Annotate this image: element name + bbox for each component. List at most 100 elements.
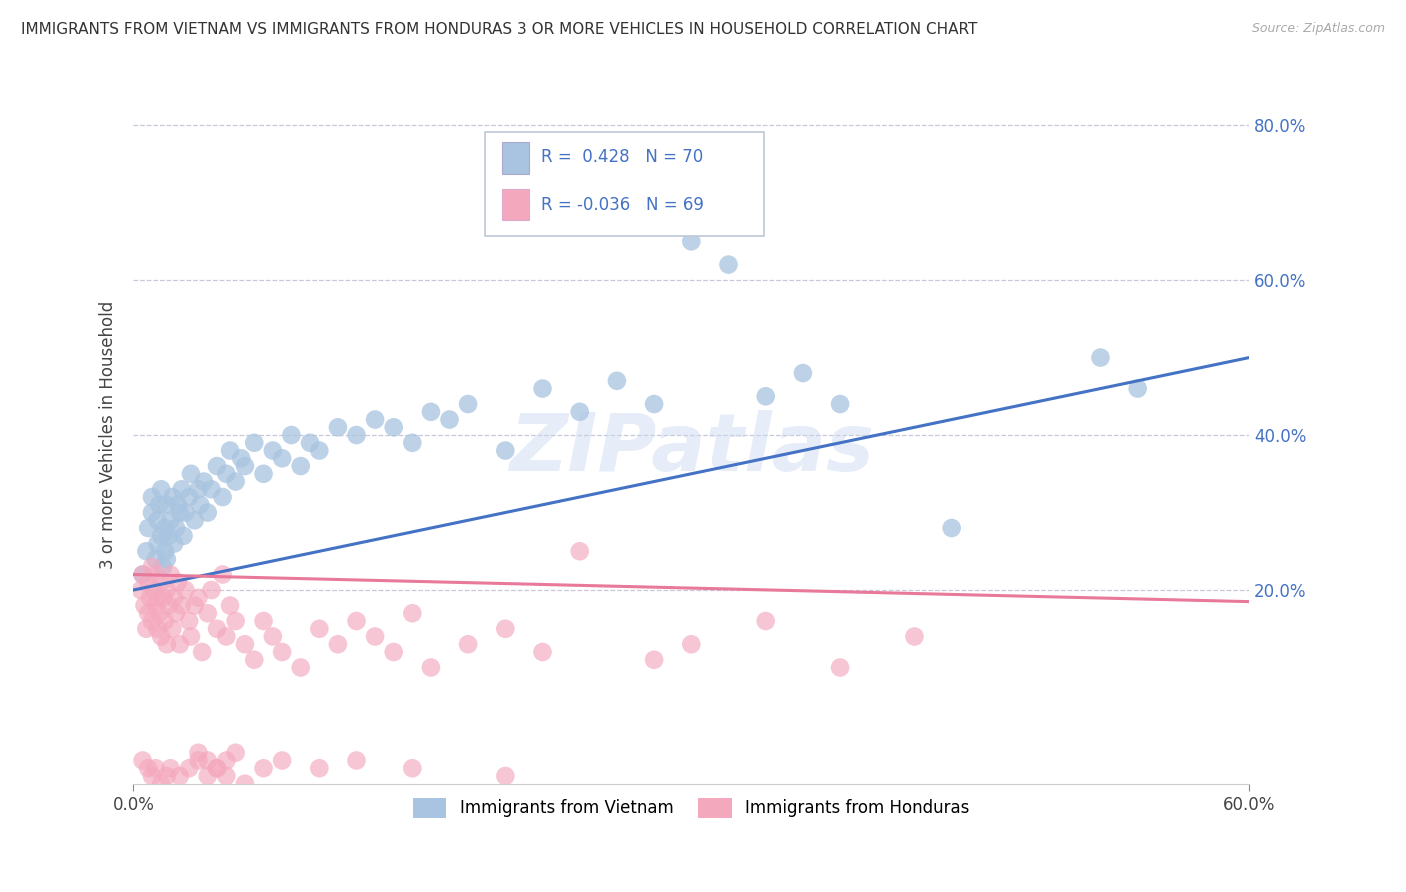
- Point: [219, 599, 242, 613]
- Point: [262, 630, 284, 644]
- Point: [211, 490, 233, 504]
- Point: [146, 591, 169, 605]
- Point: [243, 653, 266, 667]
- Point: [457, 637, 479, 651]
- Point: [146, 622, 169, 636]
- Point: [494, 622, 516, 636]
- Point: [156, 552, 179, 566]
- Point: [326, 420, 349, 434]
- Point: [141, 559, 163, 574]
- Point: [187, 591, 209, 605]
- Point: [180, 630, 202, 644]
- Point: [197, 607, 219, 621]
- Point: [197, 769, 219, 783]
- Point: [152, 591, 174, 605]
- Point: [439, 412, 461, 426]
- Point: [163, 591, 186, 605]
- Point: [215, 630, 238, 644]
- Text: Source: ZipAtlas.com: Source: ZipAtlas.com: [1251, 22, 1385, 36]
- Text: R = -0.036   N = 69: R = -0.036 N = 69: [541, 196, 703, 214]
- Point: [290, 458, 312, 473]
- Point: [156, 637, 179, 651]
- Point: [643, 653, 665, 667]
- Point: [382, 645, 405, 659]
- Point: [419, 660, 441, 674]
- Point: [162, 490, 184, 504]
- Point: [346, 428, 368, 442]
- Point: [131, 567, 153, 582]
- Text: IMMIGRANTS FROM VIETNAM VS IMMIGRANTS FROM HONDURAS 3 OR MORE VEHICLES IN HOUSEH: IMMIGRANTS FROM VIETNAM VS IMMIGRANTS FR…: [21, 22, 977, 37]
- Point: [148, 607, 170, 621]
- Y-axis label: 3 or more Vehicles in Household: 3 or more Vehicles in Household: [100, 301, 117, 569]
- Point: [167, 575, 190, 590]
- Point: [225, 475, 247, 489]
- Point: [141, 769, 163, 783]
- Point: [134, 599, 156, 613]
- Point: [150, 630, 173, 644]
- Point: [153, 544, 176, 558]
- Point: [159, 513, 181, 527]
- FancyBboxPatch shape: [502, 189, 530, 220]
- Point: [187, 483, 209, 497]
- Point: [141, 614, 163, 628]
- Point: [233, 637, 256, 651]
- Point: [346, 754, 368, 768]
- Point: [188, 498, 211, 512]
- Point: [830, 397, 852, 411]
- FancyBboxPatch shape: [485, 132, 763, 236]
- Point: [215, 769, 238, 783]
- Point: [153, 521, 176, 535]
- Point: [179, 614, 201, 628]
- Point: [903, 630, 925, 644]
- Point: [211, 567, 233, 582]
- Point: [401, 761, 423, 775]
- Point: [681, 637, 703, 651]
- Point: [136, 521, 159, 535]
- FancyBboxPatch shape: [502, 142, 530, 174]
- Point: [271, 645, 294, 659]
- Point: [830, 660, 852, 674]
- Point: [179, 490, 201, 504]
- Point: [169, 637, 191, 651]
- Point: [531, 645, 554, 659]
- Point: [401, 435, 423, 450]
- Point: [169, 769, 191, 783]
- Point: [156, 769, 179, 783]
- Point: [141, 490, 163, 504]
- Point: [142, 582, 165, 597]
- Point: [156, 582, 179, 597]
- Point: [643, 397, 665, 411]
- Point: [159, 567, 181, 582]
- Point: [308, 443, 330, 458]
- Point: [401, 607, 423, 621]
- Point: [280, 428, 302, 442]
- Point: [308, 761, 330, 775]
- Point: [169, 506, 191, 520]
- Point: [183, 599, 205, 613]
- Point: [457, 397, 479, 411]
- Point: [145, 761, 167, 775]
- Point: [346, 614, 368, 628]
- Point: [215, 467, 238, 481]
- Point: [271, 754, 294, 768]
- Point: [183, 513, 205, 527]
- Point: [156, 498, 179, 512]
- Point: [568, 405, 591, 419]
- Point: [157, 599, 180, 613]
- Point: [135, 544, 157, 558]
- Point: [215, 754, 238, 768]
- Point: [180, 467, 202, 481]
- Point: [187, 746, 209, 760]
- Point: [755, 614, 778, 628]
- Point: [326, 637, 349, 651]
- Point: [1090, 351, 1112, 365]
- Text: R =  0.428   N = 70: R = 0.428 N = 70: [541, 148, 703, 167]
- Point: [141, 506, 163, 520]
- Point: [262, 443, 284, 458]
- Point: [308, 622, 330, 636]
- Point: [233, 458, 256, 473]
- Point: [252, 761, 274, 775]
- Point: [205, 458, 228, 473]
- Point: [135, 622, 157, 636]
- Point: [1126, 382, 1149, 396]
